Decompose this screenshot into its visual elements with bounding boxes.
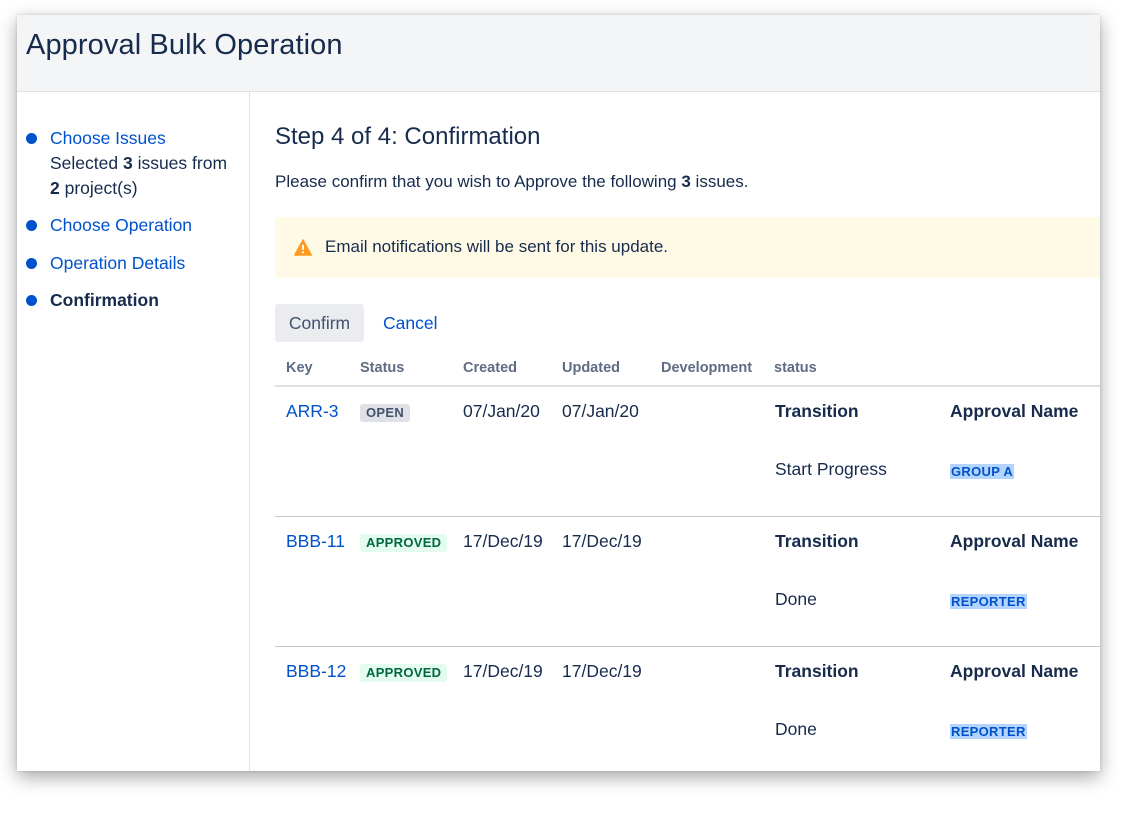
bulk-operation-window: Approval Bulk Operation Choose Issues Se… [17, 15, 1100, 771]
approval-name-header: Approval Name [950, 661, 1079, 681]
table-header-divider [275, 385, 1100, 387]
warning-message: Email notifications will be sent for thi… [275, 217, 1100, 278]
column-header-development[interactable]: Development [661, 360, 753, 376]
step-title: Step 4 of 4: Confirmation [275, 123, 541, 150]
confirmation-intro: Please confirm that you wish to Approve … [275, 172, 749, 191]
issue-key-cell: ARR-3 [286, 401, 339, 422]
row-divider [275, 516, 1100, 517]
status-lozenge: APPROVED [360, 664, 448, 682]
transition-header: Transition [775, 401, 859, 421]
updated-date: 17/Dec/19 [562, 661, 642, 681]
created-date: 17/Dec/19 [463, 531, 543, 551]
updated-date: 17/Dec/19 [562, 531, 642, 551]
transition-value: Done [775, 719, 817, 739]
approval-name-tag: GROUP A [950, 464, 1015, 479]
issue-key-link[interactable]: BBB-11 [286, 531, 346, 551]
confirm-button[interactable]: Confirm [275, 304, 364, 342]
page-title: Approval Bulk Operation [26, 29, 343, 61]
step-bullet-icon [26, 295, 37, 306]
transition-value: Start Progress [775, 459, 887, 479]
transition-header: Transition [775, 661, 859, 681]
column-header-approval-status[interactable]: status [774, 360, 817, 376]
column-header-created[interactable]: Created [463, 360, 517, 376]
transition-header: Transition [775, 531, 859, 551]
approval-name-header: Approval Name [950, 531, 1079, 551]
approval-name-header: Approval Name [950, 401, 1079, 421]
approval-name-tag: REPORTER [950, 594, 1027, 609]
main-content: Step 4 of 4: Confirmation Please confirm… [275, 92, 1100, 771]
row-divider [275, 646, 1100, 647]
table-row: ARR-3 OPEN 07/Jan/20 07/Jan/20 Transitio… [275, 387, 1100, 517]
issue-key-cell: BBB-12 [286, 661, 346, 682]
created-date: 07/Jan/20 [463, 401, 540, 421]
table-row: BBB-12 APPROVED 17/Dec/19 17/Dec/19 Tran… [275, 647, 1100, 771]
column-header-status[interactable]: Status [360, 360, 405, 376]
step-label-confirmation: Confirmation [50, 290, 159, 310]
step-bullet-icon [26, 133, 37, 144]
updated-date: 07/Jan/20 [562, 401, 639, 421]
issue-key-link[interactable]: ARR-3 [286, 401, 339, 421]
page-header: Approval Bulk Operation [17, 15, 1100, 92]
created-date: 17/Dec/19 [463, 661, 543, 681]
approval-name-tag: REPORTER [950, 724, 1027, 739]
column-header-updated[interactable]: Updated [562, 360, 620, 376]
step-link-choose-issues[interactable]: Choose Issues [50, 128, 166, 148]
transition-value: Done [775, 589, 817, 609]
steps-sidebar: Choose Issues Selected 3 issues from 2 pr… [17, 92, 250, 771]
step-link-choose-operation[interactable]: Choose Operation [50, 215, 193, 235]
warning-text: Email notifications will be sent for thi… [325, 237, 669, 256]
cancel-button[interactable]: Cancel [372, 304, 448, 342]
step-summary: Selected 3 issues from 2 project(s) [50, 153, 228, 198]
table-row: BBB-11 APPROVED 17/Dec/19 17/Dec/19 Tran… [275, 517, 1100, 647]
status-lozenge: OPEN [360, 404, 411, 422]
warning-triangle-icon [294, 239, 312, 256]
issue-key-cell: BBB-11 [286, 531, 345, 552]
step-link-operation-details[interactable]: Operation Details [50, 253, 186, 273]
issue-key-link[interactable]: BBB-12 [286, 661, 347, 681]
status-lozenge: APPROVED [360, 534, 448, 552]
step-bullet-icon [26, 258, 37, 269]
step-bullet-icon [26, 220, 37, 231]
column-header-key[interactable]: Key [286, 360, 313, 376]
